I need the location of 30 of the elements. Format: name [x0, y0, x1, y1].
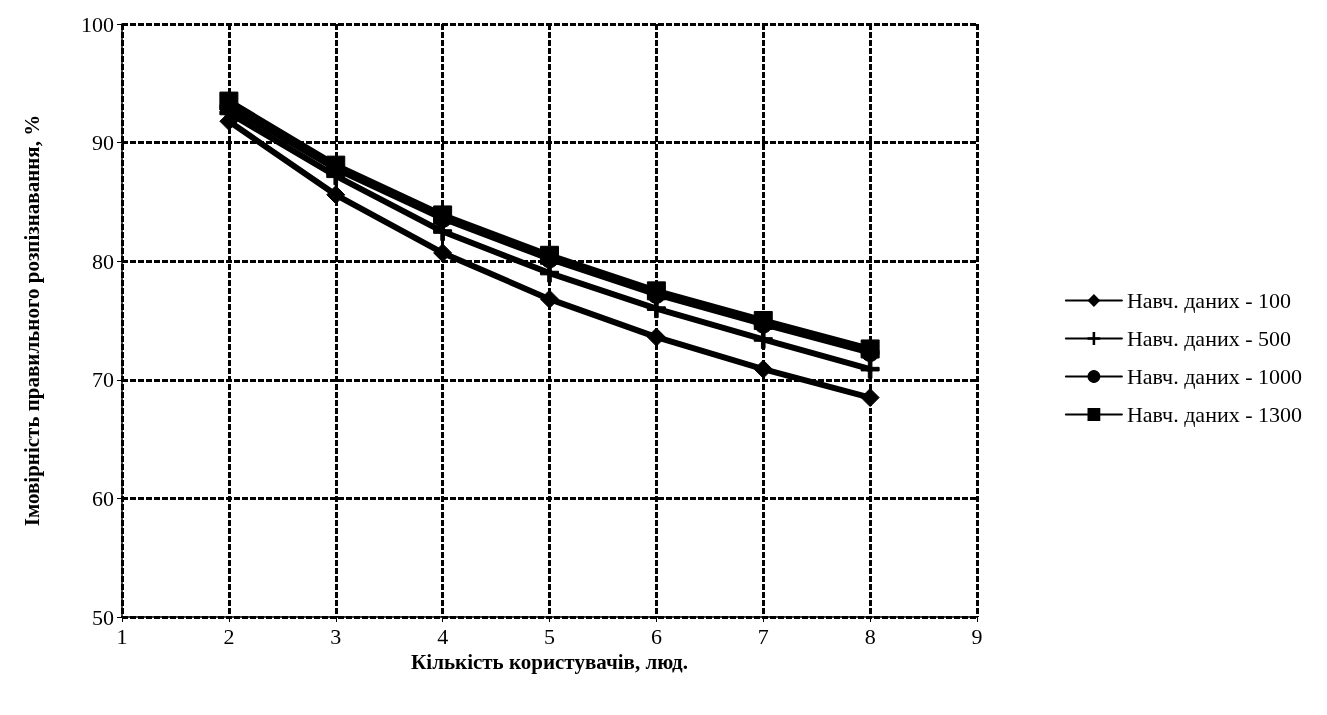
y-axis-title: Імовірність правильного розпізнавання, %	[19, 114, 44, 527]
point	[646, 327, 666, 347]
point	[860, 359, 880, 379]
y-tick-label: 60	[92, 485, 114, 511]
x-tick-label: 8	[864, 623, 876, 649]
x-tick-label: 5	[544, 623, 555, 649]
y-tick-label: 50	[92, 604, 114, 630]
y-tick-label: 70	[92, 367, 114, 393]
y-tick-label: 100	[81, 11, 114, 37]
point	[860, 388, 880, 408]
y-tick-label: 90	[92, 130, 114, 156]
point	[540, 289, 559, 309]
point	[326, 185, 346, 205]
x-tick-label: 9	[971, 623, 983, 649]
point	[326, 155, 346, 175]
x-tick-label: 2	[223, 623, 235, 649]
x-tick-label: 6	[650, 623, 662, 649]
x-axis-title: Кількість користувачів, люд.	[411, 650, 688, 675]
x-tick-label: 7	[757, 623, 769, 649]
x-tick-label: 4	[437, 623, 449, 649]
legend-label: Навч. даних - 1300	[1126, 402, 1303, 427]
x-tick-label: 3	[330, 623, 342, 649]
point	[219, 91, 239, 111]
legend-label: Навч. даних - 1000	[1126, 364, 1303, 389]
legend-label: Навч. даних - 500	[1126, 326, 1292, 351]
point	[753, 359, 773, 379]
x-tick-label: 1	[116, 623, 128, 649]
point	[433, 243, 453, 263]
legend-label: Навч. даних - 100	[1126, 288, 1292, 313]
y-tick-label: 80	[92, 248, 114, 274]
